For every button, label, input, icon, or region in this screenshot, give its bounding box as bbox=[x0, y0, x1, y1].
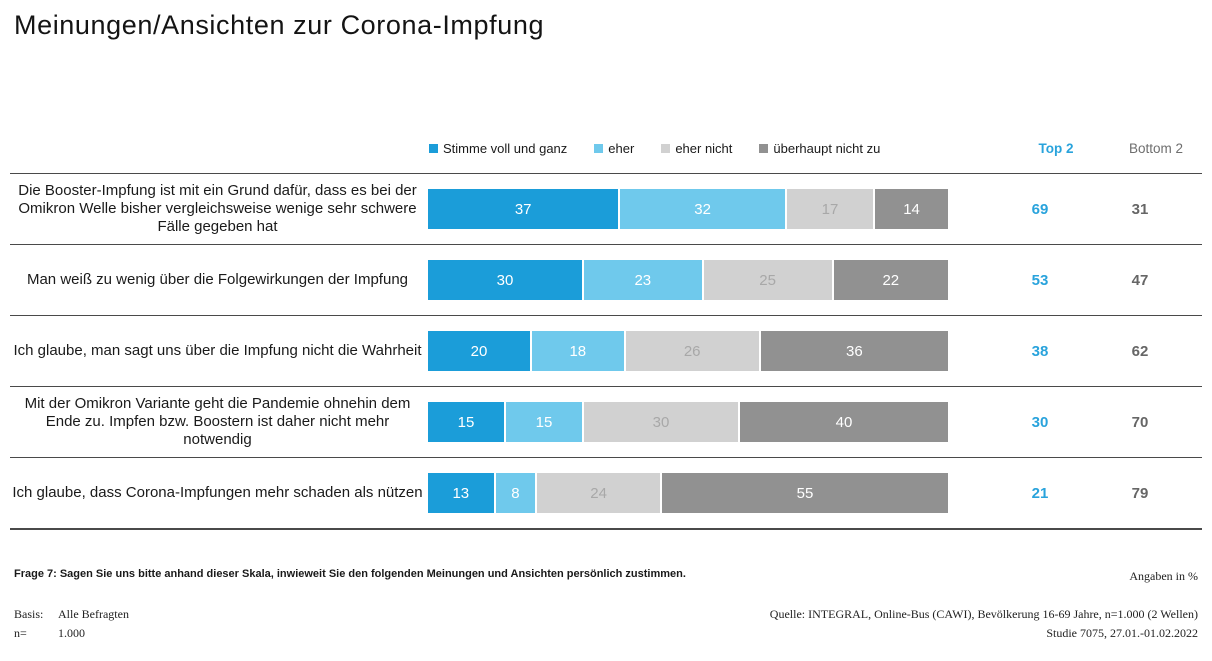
bottom2-value: 70 bbox=[1131, 413, 1149, 431]
bottom2-value: 62 bbox=[1131, 342, 1149, 360]
bar-segment: 15 bbox=[506, 402, 584, 442]
legend-label: Stimme voll und ganz bbox=[443, 141, 568, 156]
bar-segment: 23 bbox=[584, 260, 704, 300]
bar-segment: 30 bbox=[584, 402, 740, 442]
statement-label: Ich glaube, dass Corona-Impfungen mehr s… bbox=[12, 483, 423, 501]
column-header-top2: Top 2 bbox=[1038, 141, 1074, 156]
basis-value: Alle Befragten bbox=[58, 607, 129, 621]
bar-segment: 37 bbox=[428, 189, 621, 229]
legend-swatch-icon bbox=[759, 144, 769, 153]
question-text: Frage 7: Sagen Sie uns bitte anhand dies… bbox=[14, 568, 686, 580]
stacked-bar: 15 15 30 40 bbox=[428, 402, 948, 442]
bar-segment: 40 bbox=[740, 402, 948, 442]
bar-segment: 25 bbox=[703, 260, 834, 300]
top2-value: 53 bbox=[1031, 271, 1049, 289]
table-row: Mit der Omikron Variante geht die Pandem… bbox=[10, 386, 1202, 457]
n-value: 1.000 bbox=[58, 625, 85, 640]
results-table: Die Booster-Impfung ist mit ein Grund da… bbox=[10, 173, 1202, 530]
bar-segment: 17 bbox=[786, 189, 876, 229]
legend-label: eher nicht bbox=[675, 141, 733, 156]
stacked-bar: 13 8 24 55 bbox=[428, 473, 948, 513]
statement-label: Mit der Omikron Variante geht die Pandem… bbox=[24, 394, 411, 449]
n-row: n= 1.000 bbox=[14, 624, 129, 643]
top2-value: 30 bbox=[1031, 413, 1049, 431]
bar-segment: 20 bbox=[428, 331, 532, 371]
top2-value: 21 bbox=[1031, 484, 1049, 502]
stacked-bar: 20 18 26 36 bbox=[428, 331, 948, 371]
bar-segment: 55 bbox=[661, 473, 948, 513]
legend: Stimme voll und ganz eher eher nicht überha… bbox=[429, 141, 880, 156]
legend-label: überhaupt nicht zu bbox=[773, 141, 881, 156]
source-line-2: Studie 7075, 27.01.-01.02.2022 bbox=[1046, 625, 1198, 640]
top2-value: 69 bbox=[1031, 200, 1049, 218]
legend-swatch-icon bbox=[594, 144, 604, 153]
bottom2-value: 31 bbox=[1131, 200, 1149, 218]
bottom2-value: 47 bbox=[1131, 271, 1149, 289]
basis-block: Basis: Alle Befragten n= 1.000 bbox=[14, 605, 129, 642]
source-block: Quelle: INTEGRAL, Online-Bus (CAWI), Bev… bbox=[770, 605, 1198, 642]
unit-note: Angaben in % bbox=[1129, 569, 1198, 583]
source-line-1: Quelle: INTEGRAL, Online-Bus (CAWI), Bev… bbox=[769, 607, 1198, 621]
legend-label: eher bbox=[608, 141, 635, 156]
bar-segment: 32 bbox=[620, 189, 787, 229]
bar-segment: 15 bbox=[428, 402, 506, 442]
n-label: n= bbox=[14, 625, 27, 640]
legend-item: Stimme voll und ganz bbox=[429, 141, 567, 156]
bar-segment: 36 bbox=[760, 331, 948, 371]
table-row: Ich glaube, man sagt uns über die Impfun… bbox=[10, 315, 1202, 386]
bar-segment: 18 bbox=[532, 331, 626, 371]
bottom2-value: 79 bbox=[1131, 484, 1149, 502]
statement-label: Die Booster-Impfung ist mit ein Grund da… bbox=[18, 181, 417, 236]
column-header-bottom2: Bottom 2 bbox=[1128, 141, 1184, 156]
statement-label: Man weiß zu wenig über die Folgewirkunge… bbox=[26, 270, 409, 288]
legend-item: überhaupt nicht zu bbox=[759, 141, 880, 156]
stacked-bar: 30 23 25 22 bbox=[428, 260, 948, 300]
basis-row: Basis: Alle Befragten bbox=[14, 605, 129, 624]
legend-swatch-icon bbox=[661, 144, 671, 153]
bar-segment: 30 bbox=[428, 260, 584, 300]
legend-swatch-icon bbox=[429, 144, 438, 153]
bar-segment: 14 bbox=[875, 189, 948, 229]
top2-value: 38 bbox=[1031, 342, 1049, 360]
table-row: Die Booster-Impfung ist mit ein Grund da… bbox=[10, 173, 1202, 244]
table-row: Man weiß zu wenig über die Folgewirkunge… bbox=[10, 244, 1202, 315]
page-title: Meinungen/Ansichten zur Corona-Impfung bbox=[14, 10, 545, 40]
bar-segment: 8 bbox=[495, 473, 538, 513]
bar-segment: 13 bbox=[428, 473, 496, 513]
statement-label: Ich glaube, man sagt uns über die Impfun… bbox=[13, 341, 422, 359]
stacked-bar: 37 32 17 14 bbox=[428, 189, 948, 229]
table-row: Ich glaube, dass Corona-Impfungen mehr s… bbox=[10, 457, 1202, 528]
bar-segment: 26 bbox=[625, 331, 761, 371]
bar-segment: 22 bbox=[833, 260, 948, 300]
bar-segment: 24 bbox=[537, 473, 662, 513]
legend-item: eher nicht bbox=[661, 141, 732, 156]
legend-item: eher bbox=[594, 141, 634, 156]
basis-label: Basis: bbox=[14, 607, 44, 621]
